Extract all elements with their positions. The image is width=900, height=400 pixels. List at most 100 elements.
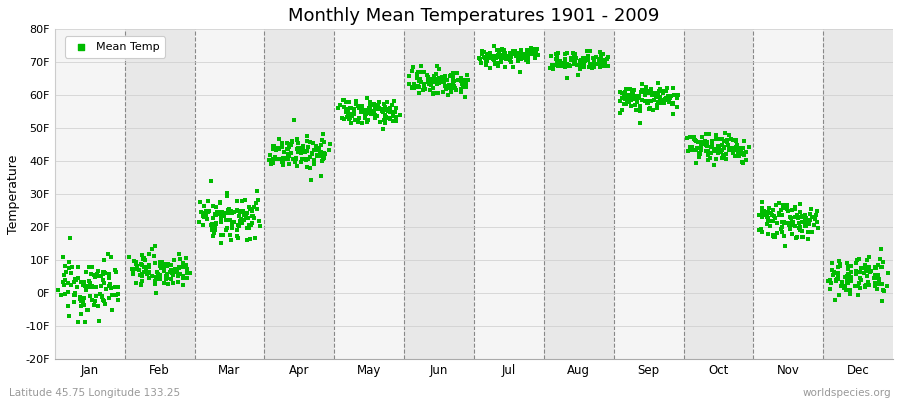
Point: [703, 144, 717, 150]
Point: [293, 150, 308, 156]
Point: [169, 268, 184, 274]
Point: [560, 61, 574, 68]
Point: [692, 151, 706, 158]
Point: [550, 59, 564, 66]
Point: [168, 269, 183, 276]
Point: [760, 218, 775, 224]
Point: [73, 296, 87, 302]
Point: [838, 287, 852, 293]
Point: [56, 279, 70, 286]
Point: [755, 205, 770, 211]
Point: [782, 222, 796, 229]
Point: [164, 261, 178, 268]
Point: [790, 214, 805, 221]
Point: [841, 280, 855, 286]
Point: [204, 178, 219, 184]
Point: [651, 99, 665, 105]
Point: [789, 233, 804, 240]
Point: [141, 270, 156, 276]
Point: [519, 52, 534, 58]
Point: [272, 145, 286, 152]
Point: [483, 55, 498, 62]
Point: [788, 204, 802, 210]
Point: [472, 56, 487, 62]
Point: [212, 200, 227, 206]
Point: [375, 106, 390, 112]
Point: [658, 96, 672, 102]
Point: [734, 146, 749, 153]
Point: [831, 276, 845, 282]
Point: [318, 155, 332, 162]
Point: [385, 112, 400, 118]
Point: [383, 109, 398, 115]
Point: [305, 150, 320, 156]
Point: [127, 266, 141, 272]
Point: [777, 219, 791, 225]
Point: [503, 50, 517, 56]
Point: [166, 257, 181, 263]
Point: [860, 268, 875, 274]
Point: [658, 96, 672, 102]
Point: [657, 98, 671, 104]
Point: [799, 214, 814, 221]
Point: [421, 75, 436, 81]
Point: [410, 71, 424, 78]
Point: [623, 86, 637, 92]
Point: [278, 155, 293, 161]
Point: [824, 260, 839, 267]
Point: [151, 272, 166, 278]
Point: [74, 278, 88, 285]
Point: [104, 307, 119, 313]
Point: [512, 56, 526, 62]
Point: [94, 293, 109, 299]
Point: [104, 254, 118, 260]
Point: [783, 226, 797, 233]
Point: [568, 59, 582, 66]
Point: [739, 157, 753, 163]
Point: [500, 54, 515, 61]
Point: [851, 269, 866, 275]
Point: [732, 153, 746, 160]
Point: [509, 50, 524, 57]
Point: [441, 84, 455, 90]
Point: [83, 280, 97, 286]
Point: [130, 266, 144, 272]
Point: [557, 64, 572, 70]
Point: [662, 99, 677, 105]
Point: [429, 76, 444, 82]
Point: [172, 250, 186, 257]
Point: [355, 107, 369, 113]
Point: [789, 234, 804, 241]
Point: [61, 303, 76, 309]
Point: [831, 274, 845, 280]
Point: [90, 271, 104, 277]
Point: [666, 85, 680, 91]
Point: [214, 218, 229, 224]
Point: [730, 142, 744, 148]
Point: [137, 264, 151, 270]
Point: [244, 213, 258, 220]
Point: [102, 283, 116, 289]
Point: [587, 56, 601, 63]
Point: [504, 52, 518, 58]
Point: [180, 270, 194, 276]
Point: [572, 66, 587, 72]
Point: [622, 99, 636, 105]
Point: [331, 105, 346, 112]
Point: [149, 289, 164, 296]
Point: [646, 107, 661, 113]
Point: [446, 80, 461, 87]
Point: [770, 220, 784, 226]
Point: [618, 86, 633, 92]
Point: [363, 102, 377, 109]
Point: [498, 64, 512, 70]
Point: [875, 281, 889, 287]
Point: [549, 62, 563, 68]
Point: [871, 272, 886, 278]
Point: [581, 63, 596, 70]
Point: [628, 102, 643, 109]
Point: [316, 156, 330, 162]
Point: [772, 212, 787, 219]
Point: [875, 298, 889, 304]
Point: [91, 303, 105, 310]
